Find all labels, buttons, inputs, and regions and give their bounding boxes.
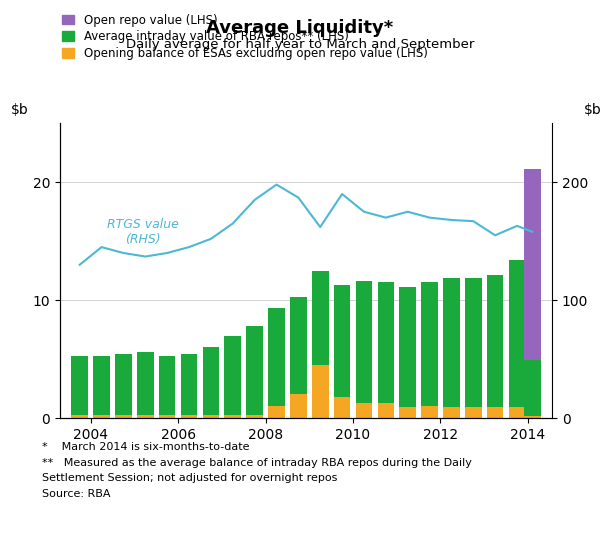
- Bar: [524, 169, 541, 360]
- Bar: [93, 414, 110, 418]
- Bar: [71, 414, 88, 418]
- Bar: [115, 414, 132, 418]
- Bar: [71, 355, 88, 414]
- Bar: [377, 282, 394, 403]
- Bar: [465, 278, 482, 407]
- Bar: [181, 354, 197, 414]
- Bar: [524, 416, 541, 418]
- Bar: [465, 407, 482, 418]
- Text: $b: $b: [11, 103, 29, 117]
- Bar: [247, 414, 263, 418]
- Bar: [224, 414, 241, 418]
- Text: $b: $b: [583, 103, 600, 117]
- Bar: [443, 407, 460, 418]
- Bar: [115, 354, 132, 414]
- Text: Average Liquidity*: Average Liquidity*: [206, 19, 394, 37]
- Bar: [356, 403, 372, 418]
- Bar: [93, 355, 110, 414]
- Bar: [137, 414, 154, 418]
- Bar: [421, 282, 438, 406]
- Bar: [524, 360, 541, 416]
- Bar: [268, 308, 285, 406]
- Bar: [509, 260, 526, 407]
- Bar: [137, 352, 154, 414]
- Bar: [334, 285, 350, 397]
- Bar: [312, 365, 329, 418]
- Text: Settlement Session; not adjusted for overnight repos: Settlement Session; not adjusted for ove…: [42, 473, 337, 483]
- Bar: [181, 414, 197, 418]
- Bar: [290, 296, 307, 394]
- Bar: [487, 276, 503, 407]
- Bar: [247, 326, 263, 414]
- Bar: [312, 271, 329, 365]
- Bar: [487, 407, 503, 418]
- Legend: Open repo value (LHS), Average intraday value of RBA repos** (LHS), Opening bala: Open repo value (LHS), Average intraday …: [60, 11, 430, 62]
- Bar: [159, 355, 175, 414]
- Bar: [159, 414, 175, 418]
- Bar: [356, 281, 372, 403]
- Bar: [203, 347, 219, 414]
- Bar: [224, 336, 241, 414]
- Text: **   Measured as the average balance of intraday RBA repos during the Daily: ** Measured as the average balance of in…: [42, 458, 472, 468]
- Text: *    March 2014 is six-months-to-date: * March 2014 is six-months-to-date: [42, 442, 250, 452]
- Bar: [443, 278, 460, 407]
- Bar: [334, 397, 350, 418]
- Bar: [290, 394, 307, 418]
- Bar: [421, 406, 438, 418]
- Text: RTGS value
(RHS): RTGS value (RHS): [107, 218, 179, 245]
- Bar: [400, 287, 416, 407]
- Bar: [400, 407, 416, 418]
- Text: Source: RBA: Source: RBA: [42, 489, 110, 499]
- Bar: [268, 406, 285, 418]
- Bar: [203, 414, 219, 418]
- Bar: [377, 403, 394, 418]
- Bar: [509, 407, 526, 418]
- Text: Daily average for half year to March and September: Daily average for half year to March and…: [126, 38, 474, 50]
